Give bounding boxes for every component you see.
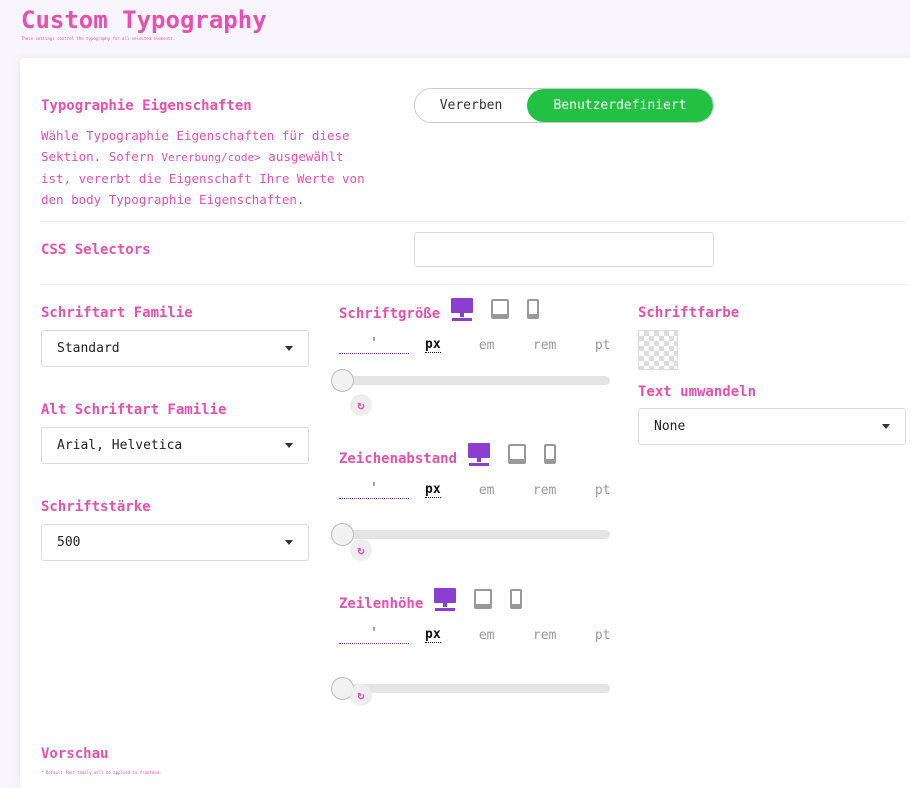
slider-thumb[interactable] bbox=[331, 369, 354, 392]
caret-down-icon bbox=[285, 540, 293, 545]
text-transform-value: None bbox=[654, 419, 686, 434]
alt-font-family-label: Alt Schriftart Familie bbox=[41, 402, 227, 418]
tablet-icon[interactable] bbox=[490, 296, 510, 322]
css-selectors-label: CSS Selectors bbox=[41, 242, 151, 258]
letter-spacing-label: Zeichenabstand bbox=[339, 451, 458, 467]
line-height-input[interactable]: ' bbox=[339, 626, 409, 644]
reset-icon[interactable]: ↻ bbox=[350, 684, 372, 706]
device-switcher bbox=[433, 586, 523, 612]
unit-em[interactable]: em bbox=[478, 482, 495, 498]
font-family-value: Standard bbox=[57, 341, 120, 356]
unit-px[interactable]: px bbox=[425, 337, 441, 353]
text-transform-select[interactable]: None bbox=[638, 408, 906, 445]
unit-pt[interactable]: pt bbox=[594, 482, 611, 498]
desktop-icon[interactable] bbox=[467, 441, 491, 467]
typography-props-label: Typographie Eigenschaften bbox=[41, 98, 252, 114]
preview-note: * Default font family will be applied to… bbox=[41, 770, 162, 775]
desktop-icon[interactable] bbox=[433, 586, 457, 612]
font-family-select[interactable]: Standard bbox=[41, 330, 309, 367]
inherit-toggle: Vererben Benutzerdefiniert bbox=[414, 88, 714, 123]
font-weight-select[interactable]: 500 bbox=[41, 524, 309, 561]
typography-props-description: Wähle Typographie Eigenschaften für dies… bbox=[41, 125, 381, 210]
desc-part: Wähle Typographie Eigenschaften für dies… bbox=[41, 128, 350, 164]
divider bbox=[40, 284, 906, 285]
font-weight-label: Schriftstärke bbox=[41, 499, 151, 515]
unit-em[interactable]: em bbox=[478, 627, 495, 643]
desc-part: ausgewählt ist, vererbt die Eigenschaft … bbox=[41, 149, 365, 207]
page-title: Custom Typography bbox=[21, 6, 267, 34]
tablet-icon[interactable] bbox=[507, 441, 527, 467]
line-height-label: Zeilenhöhe bbox=[339, 596, 424, 612]
unit-px[interactable]: px bbox=[425, 627, 441, 643]
preview-label: Vorschau bbox=[41, 746, 109, 762]
unit-px[interactable]: px bbox=[425, 482, 441, 498]
slider-thumb[interactable] bbox=[331, 523, 354, 546]
toggle-inherit[interactable]: Vererben bbox=[415, 89, 527, 122]
letter-spacing-header: Zeichenabstand bbox=[339, 441, 557, 467]
alt-font-family-select[interactable]: Arial, Helvetica bbox=[41, 427, 309, 464]
font-size-header: Schriftgröße bbox=[339, 296, 540, 322]
font-weight-value: 500 bbox=[57, 535, 81, 550]
line-height-units: ' px em rem pt bbox=[339, 626, 623, 644]
divider bbox=[40, 221, 906, 222]
desc-code: Vererbung/code> bbox=[161, 151, 261, 164]
caret-down-icon bbox=[882, 424, 890, 429]
font-family-label: Schriftart Familie bbox=[41, 305, 193, 321]
alt-font-family-value: Arial, Helvetica bbox=[57, 438, 183, 453]
desktop-icon[interactable] bbox=[450, 296, 474, 322]
reset-icon[interactable]: ↻ bbox=[350, 394, 372, 416]
font-color-picker[interactable] bbox=[638, 330, 678, 370]
css-selectors-input[interactable] bbox=[414, 232, 714, 267]
mobile-icon[interactable] bbox=[526, 296, 540, 322]
font-size-label: Schriftgröße bbox=[339, 306, 441, 322]
mobile-icon[interactable] bbox=[509, 586, 523, 612]
font-color-label: Schriftfarbe bbox=[638, 305, 740, 321]
unit-rem[interactable]: rem bbox=[532, 627, 557, 643]
letter-spacing-units: ' px em rem pt bbox=[339, 481, 623, 499]
unit-rem[interactable]: rem bbox=[532, 337, 557, 353]
unit-rem[interactable]: rem bbox=[532, 482, 557, 498]
page-subtitle: These settings control the typography fo… bbox=[21, 36, 176, 41]
text-transform-label: Text umwandeln bbox=[638, 384, 757, 400]
line-height-slider[interactable] bbox=[331, 677, 610, 700]
font-size-units: ' px em rem pt bbox=[339, 336, 623, 354]
unit-pt[interactable]: pt bbox=[594, 627, 611, 643]
font-size-slider[interactable] bbox=[331, 369, 610, 392]
tablet-icon[interactable] bbox=[473, 586, 493, 612]
font-size-input[interactable]: ' bbox=[339, 336, 409, 354]
caret-down-icon bbox=[285, 346, 293, 351]
device-switcher bbox=[450, 296, 540, 322]
settings-card: Typographie Eigenschaften Wähle Typograp… bbox=[20, 58, 910, 788]
line-height-header: Zeilenhöhe bbox=[339, 586, 523, 612]
letter-spacing-input[interactable]: ' bbox=[339, 481, 409, 499]
unit-em[interactable]: em bbox=[478, 337, 495, 353]
mobile-icon[interactable] bbox=[543, 441, 557, 467]
device-switcher bbox=[467, 441, 557, 467]
caret-down-icon bbox=[285, 443, 293, 448]
toggle-custom[interactable]: Benutzerdefiniert bbox=[527, 89, 713, 122]
unit-pt[interactable]: pt bbox=[594, 337, 611, 353]
letter-spacing-slider[interactable] bbox=[331, 523, 610, 546]
reset-icon[interactable]: ↻ bbox=[350, 539, 372, 561]
